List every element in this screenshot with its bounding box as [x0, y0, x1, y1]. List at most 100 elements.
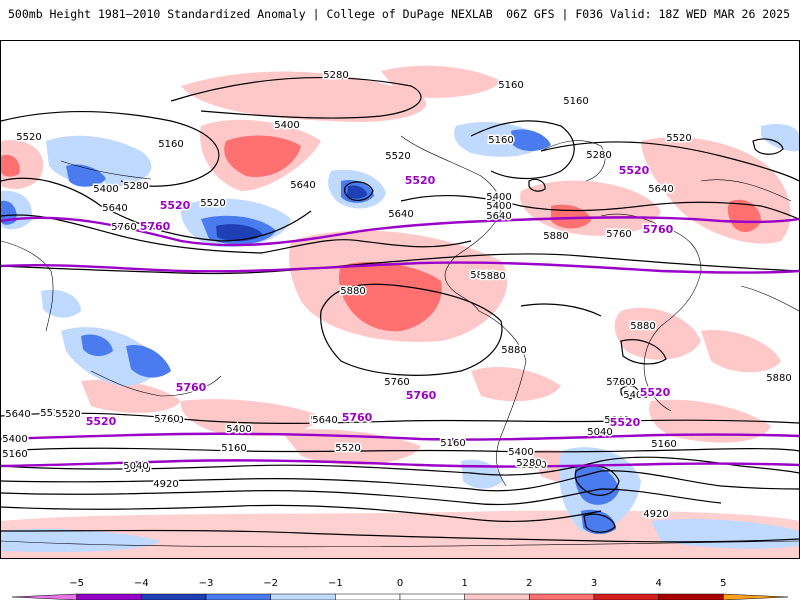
height-contour-label: 5040 — [587, 427, 612, 438]
anomaly-colorbar: −5 −4 −3 −2 −1 0 1 2 3 4 5 — [0, 570, 800, 601]
map-panel: 5280 5280 5160 5160 5160 5160 5520 5520 5160 5160… — [0, 40, 800, 559]
colorbar-tick-label: −5 — [69, 578, 84, 589]
svg-text:5760: 5760 — [606, 229, 631, 240]
height-contour-label: 5280 — [323, 70, 348, 81]
climatology-contour-label: 5760 — [140, 220, 171, 233]
anomaly-map: 5280528051605160516051605520552051605160… — [1, 65, 799, 558]
svg-text:5760: 5760 — [140, 220, 171, 233]
svg-text:5640: 5640 — [648, 184, 673, 195]
svg-text:5520: 5520 — [619, 164, 650, 177]
height-contour-label: 5160 — [651, 439, 676, 450]
height-contour-label: 5520 — [55, 409, 80, 420]
height-contour-label: 5760 — [154, 414, 179, 425]
height-contour-label: 5640 — [5, 409, 30, 420]
svg-text:5040: 5040 — [123, 461, 148, 472]
colorbar-tick-label: −4 — [134, 578, 149, 589]
colorbar-swatches — [11, 593, 789, 601]
svg-text:5880: 5880 — [480, 271, 505, 282]
colorbar-tick-label: 3 — [591, 578, 597, 589]
height-contour-label: 5520 — [610, 377, 635, 388]
height-contour-label: 5160 — [498, 80, 523, 91]
svg-text:5400: 5400 — [274, 120, 299, 131]
anomaly-shading — [1, 65, 799, 558]
height-contour-label: 5880 — [470, 270, 495, 281]
svg-text:5760: 5760 — [342, 411, 373, 424]
svg-text:4920: 4920 — [643, 509, 668, 520]
colorbar-swatch — [76, 593, 142, 601]
colorbar-swatch — [658, 593, 724, 601]
colorbar-tick-label: 4 — [655, 578, 661, 589]
contour-labels: 5280528051605160516051605520552051605160… — [1, 69, 793, 522]
colorbar-tick-label: −1 — [328, 578, 343, 589]
svg-text:5880: 5880 — [630, 321, 655, 332]
height-contour-label: 5400 — [508, 447, 533, 458]
svg-text:5160: 5160 — [440, 438, 465, 449]
colorbar-swatch — [141, 593, 207, 601]
svg-text:5760: 5760 — [406, 389, 437, 402]
coastlines — [1, 135, 799, 548]
svg-text:5520: 5520 — [40, 408, 65, 419]
svg-text:5520: 5520 — [86, 415, 117, 428]
map-title: 500mb Height 1981–2010 Standardized Anom… — [8, 7, 493, 21]
height-contour-label: 5400 — [486, 201, 511, 212]
climatology-contour-label: 5760 — [643, 223, 674, 236]
colorbar-swatch — [529, 593, 595, 601]
svg-text:5040: 5040 — [587, 427, 612, 438]
colorbar-tick-label: 1 — [461, 578, 467, 589]
height-contour-label: 5640 — [290, 180, 315, 191]
svg-text:5880: 5880 — [766, 373, 791, 384]
svg-text:5400: 5400 — [93, 184, 118, 195]
height-contour-label: 5880 — [630, 321, 655, 332]
colorbar-swatch — [464, 593, 530, 601]
height-contour-label: 4920 — [153, 479, 178, 490]
svg-text:5160: 5160 — [488, 135, 513, 146]
height-contour-label: 5880 — [543, 231, 568, 242]
height-contour-label: 5880 — [501, 345, 526, 356]
svg-text:5400: 5400 — [486, 201, 511, 212]
colorbar-swatch — [335, 593, 401, 601]
height-contour-label: 5160 — [440, 438, 465, 449]
height-contour-label: 5520 — [40, 408, 65, 419]
svg-text:5160: 5160 — [563, 96, 588, 107]
height-contour-label: 5640 — [486, 211, 511, 222]
climatology-contour-label: 5520 — [160, 199, 191, 212]
height-contour-label: 5160 — [158, 139, 183, 150]
svg-text:4920: 4920 — [153, 479, 178, 490]
svg-text:5400: 5400 — [226, 424, 251, 435]
svg-text:5400: 5400 — [508, 447, 533, 458]
svg-text:5520: 5520 — [640, 386, 671, 399]
svg-text:5520: 5520 — [335, 443, 360, 454]
svg-text:5160: 5160 — [158, 139, 183, 150]
height-contour-label: 5280 — [516, 458, 541, 469]
svg-text:5640: 5640 — [388, 209, 413, 220]
height-contour-label: 5760 — [384, 377, 409, 388]
height-contour-label: 5160 — [563, 96, 588, 107]
svg-text:5520: 5520 — [385, 151, 410, 162]
svg-text:5400: 5400 — [486, 192, 511, 203]
height-contour-label: 5160 — [488, 135, 513, 146]
svg-text:5520: 5520 — [610, 377, 635, 388]
height-contour-label: 5520 — [200, 198, 225, 209]
svg-text:5880: 5880 — [470, 270, 495, 281]
height-contour-label: 5760 — [606, 229, 631, 240]
height-contour-label: 5520 — [385, 151, 410, 162]
height-contour-label: 5400 — [2, 434, 27, 445]
svg-text:5040: 5040 — [125, 464, 150, 475]
svg-text:5400: 5400 — [623, 390, 648, 401]
svg-text:5760: 5760 — [606, 377, 631, 388]
svg-text:5880: 5880 — [501, 345, 526, 356]
climatology-contour-label: 5520 — [619, 164, 650, 177]
height-contour-label: 5160 — [1, 449, 26, 460]
colorbar-tick-label: 0 — [397, 578, 403, 589]
svg-text:5520: 5520 — [160, 199, 191, 212]
svg-text:5640: 5640 — [312, 415, 337, 426]
height-contour-label: 5640 — [102, 203, 127, 214]
height-contour-label: 5160 — [2, 449, 27, 460]
height-contour-label: 5520 — [16, 132, 41, 143]
colorbar-tick-label: −3 — [199, 578, 214, 589]
svg-text:5400: 5400 — [2, 434, 27, 445]
colorbar-swatch — [593, 593, 659, 601]
height-contour-label: 5640 — [388, 209, 413, 220]
height-contour-label: 5640 — [310, 415, 335, 426]
svg-text:5160: 5160 — [498, 80, 523, 91]
